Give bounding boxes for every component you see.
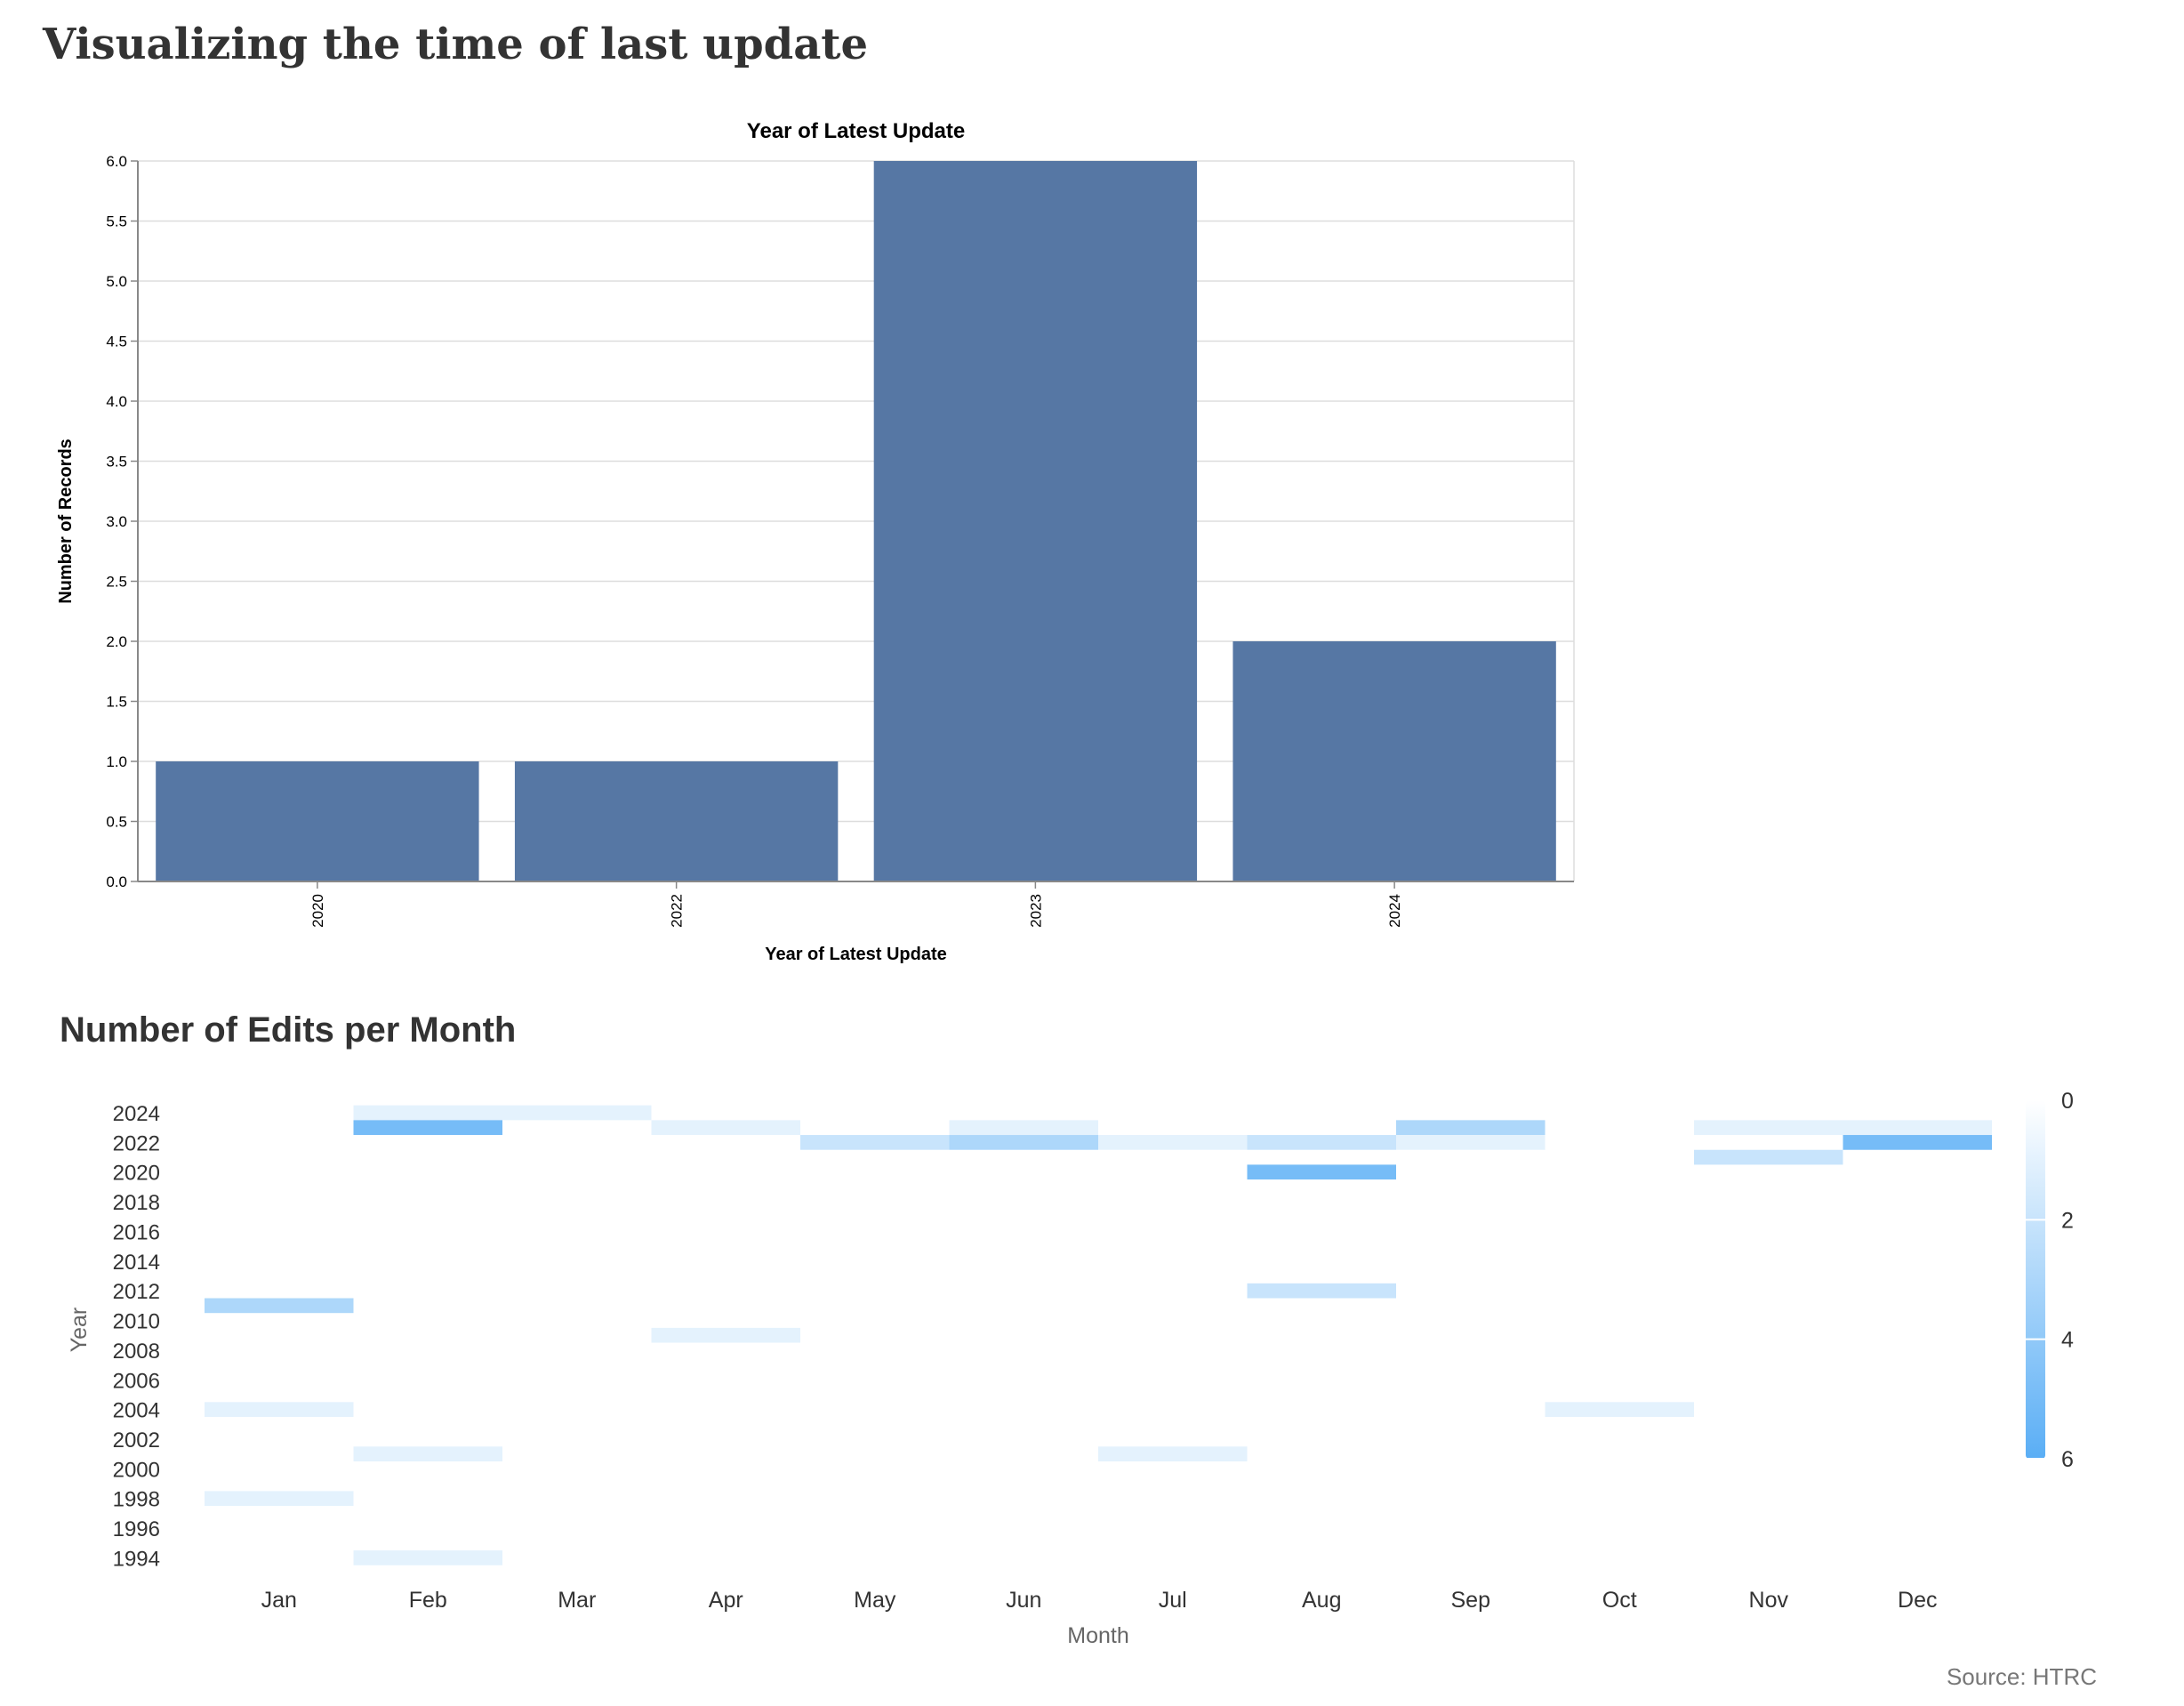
heatmap-title: Number of Edits per Month	[60, 1010, 517, 1050]
legend-tick-label: 2	[2061, 1208, 2074, 1233]
x-tick-label: Aug	[1302, 1588, 1341, 1613]
heatmap-cell	[353, 1120, 502, 1136]
x-tick-label: May	[854, 1588, 896, 1613]
x-tick-label: Mar	[558, 1588, 596, 1613]
x-tick-label: 2020	[309, 894, 326, 928]
y-axis-title: Year	[67, 1308, 92, 1353]
heatmap-cell	[1098, 1446, 1248, 1461]
heatmap-cell	[1843, 1120, 1992, 1136]
page-title: Visualizing the time of last update	[43, 20, 869, 69]
y-tick-label: 6.0	[106, 153, 127, 170]
y-tick-label: 2000	[113, 1458, 160, 1482]
x-tick-label: Apr	[709, 1588, 743, 1613]
x-tick-label: 2022	[669, 894, 686, 928]
y-tick-label: 2018	[113, 1191, 160, 1215]
y-tick-label: 3.0	[106, 513, 127, 530]
x-tick-label: Sep	[1451, 1588, 1490, 1613]
y-tick-label: 2022	[113, 1131, 160, 1155]
y-tick-label: 1998	[113, 1488, 160, 1512]
y-tick-label: 1994	[113, 1547, 160, 1571]
y-tick-label: 5.5	[106, 213, 127, 230]
x-tick-label: Jan	[261, 1588, 297, 1613]
heatmap-cell	[1247, 1135, 1396, 1150]
y-tick-label: 2024	[113, 1102, 160, 1126]
y-tick-label: 0.5	[106, 814, 127, 831]
heatmap-cell	[1098, 1135, 1248, 1150]
bar	[514, 761, 839, 881]
y-tick-label: 2004	[113, 1399, 160, 1423]
y-tick-label: 2.0	[106, 633, 127, 650]
x-tick-label: 2024	[1386, 894, 1403, 928]
x-tick-label: Dec	[1898, 1588, 1937, 1613]
x-axis-title: Month	[1067, 1623, 1128, 1648]
bar	[1233, 641, 1556, 881]
y-tick-label: 4.0	[106, 393, 127, 410]
heatmap-cell	[205, 1491, 354, 1507]
y-tick-label: 2.5	[106, 574, 127, 591]
legend-tick-label: 0	[2061, 1089, 2074, 1114]
y-tick-label: 2008	[113, 1340, 160, 1364]
y-tick-label: 2006	[113, 1369, 160, 1393]
x-tick-label: Feb	[409, 1588, 447, 1613]
y-tick-label: 2002	[113, 1428, 160, 1453]
source-note: Source: HTRC	[1946, 1663, 2097, 1690]
y-tick-label: 1.5	[106, 694, 127, 711]
heatmap-cell	[1247, 1283, 1396, 1299]
x-tick-label: 2023	[1027, 894, 1044, 928]
bar	[156, 761, 479, 881]
heatmap-cell	[205, 1402, 354, 1417]
y-tick-label: 1.0	[106, 753, 127, 770]
heatmap-cell	[949, 1135, 1098, 1150]
y-tick-label: 0.0	[106, 873, 127, 890]
heatmap-cell	[502, 1105, 652, 1121]
heatmap-cell	[1843, 1135, 1992, 1150]
heatmap-cell	[1694, 1120, 1843, 1136]
y-tick-label: 2020	[113, 1162, 160, 1186]
heatmap-cell	[1396, 1120, 1546, 1136]
y-axis-title: Number of Records	[56, 439, 76, 604]
heatmap-cell	[353, 1105, 502, 1121]
bar-chart: Year of Latest Update 0.0 0.5 1.0 1.5 2.0 2.5 3…	[56, 119, 1575, 964]
heatmap-cell	[651, 1327, 800, 1343]
x-axis-title: Year of Latest Update	[765, 945, 947, 964]
heatmap-cell	[1694, 1149, 1843, 1165]
y-tick-label: 3.5	[106, 454, 127, 471]
legend-tick-label: 4	[2061, 1328, 2074, 1353]
y-tick-label: 2016	[113, 1220, 160, 1244]
y-tick-label: 2012	[113, 1280, 160, 1304]
heatmap-cell	[353, 1446, 502, 1461]
y-tick-label: 4.5	[106, 334, 127, 350]
y-tick-label: 1996	[113, 1517, 160, 1541]
heatmap-cell	[1396, 1135, 1546, 1150]
x-tick-label: Oct	[1602, 1588, 1637, 1613]
heatmap-cell	[800, 1135, 950, 1150]
heatmap-cell	[353, 1550, 502, 1565]
heatmap-chart: 2024 2022 2020 2018 2016 2014 2012 2010 2008 2006…	[67, 1089, 2074, 1648]
x-tick-label: Nov	[1749, 1588, 1789, 1613]
x-tick-label: Jul	[1159, 1588, 1187, 1613]
y-tick-label: 5.0	[106, 273, 127, 290]
bar	[873, 161, 1198, 881]
heatmap-cell	[1545, 1402, 1694, 1417]
heatmap-cell	[1247, 1164, 1396, 1180]
bar-chart-title: Year of Latest Update	[747, 119, 965, 143]
legend-tick-label: 6	[2061, 1447, 2074, 1472]
y-tick-label: 2010	[113, 1310, 160, 1334]
heatmap-cell	[651, 1120, 800, 1136]
heatmap-cell	[949, 1120, 1098, 1136]
y-tick-label: 2014	[113, 1251, 160, 1275]
x-tick-label: Jun	[1006, 1588, 1041, 1613]
color-legend-bar	[2026, 1100, 2045, 1459]
heatmap-cell	[205, 1298, 354, 1314]
